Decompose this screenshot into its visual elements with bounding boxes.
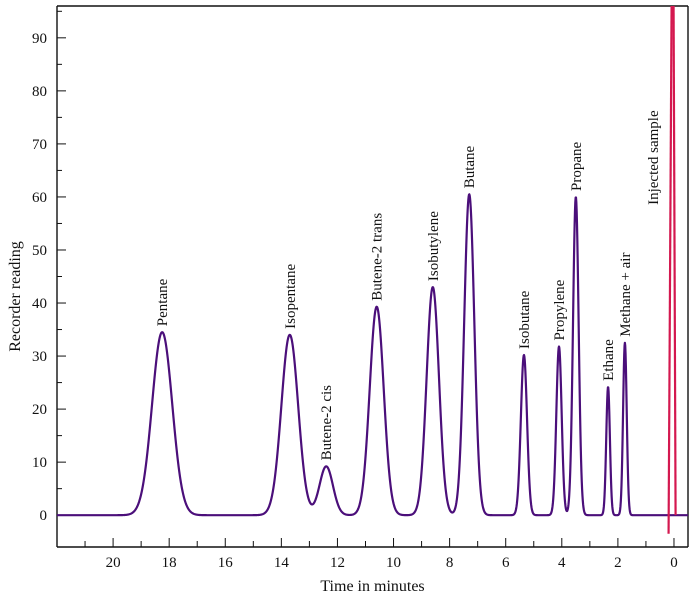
y-axis-title: Recorder reading: [7, 241, 24, 352]
y-tick-label: 0: [40, 508, 48, 524]
trace-layer: [56, 5, 688, 534]
x-tick-label: 8: [446, 555, 454, 571]
peak-label: Butane: [462, 145, 478, 188]
x-tick-label: 16: [218, 555, 234, 571]
y-tick-label: 30: [32, 349, 47, 365]
x-tick-label: 6: [502, 555, 510, 571]
peak-label: Isobutylene: [426, 211, 442, 281]
x-axis-title: Time in minutes: [320, 578, 424, 595]
x-tick-label: 12: [330, 555, 345, 571]
injection-spike-down: [672, 5, 677, 516]
peak-label: Isobutane: [517, 290, 533, 349]
peak-label: Propylene: [552, 279, 568, 340]
peak-label: Propane: [569, 141, 585, 190]
injection-spike-up: [667, 5, 673, 534]
x-tick-label: 2: [614, 555, 622, 571]
x-tick-label: 20: [106, 555, 121, 571]
x-tick-label: 18: [162, 555, 177, 571]
y-tick-label: 10: [32, 455, 47, 471]
peak-label: Ethane: [601, 339, 617, 381]
y-tick-label: 90: [32, 31, 47, 47]
y-tick-label: 70: [32, 137, 47, 153]
peak-label: Isopentane: [283, 264, 299, 329]
peak-label: Butene-2 cis: [319, 385, 335, 461]
x-tick-label: 10: [386, 555, 401, 571]
peak-label: Butene-2 trans: [370, 213, 386, 301]
y-tick-label: 20: [32, 402, 47, 418]
y-tick-label: 50: [32, 243, 47, 259]
x-tick-label: 4: [558, 555, 566, 571]
y-tick-label: 60: [32, 190, 47, 206]
x-tick-label: 14: [274, 555, 290, 571]
x-tick-label: 0: [670, 555, 678, 571]
peak-label: Pentane: [155, 278, 171, 326]
labels-layer: Pentane Isopentane Butene-2 cis Butene-2 tr…: [155, 110, 662, 460]
y-tick-label: 40: [32, 296, 47, 312]
peak-label: Methane + air: [618, 253, 634, 337]
y-tick-label: 80: [32, 84, 47, 100]
chromatogram-trace: [56, 193, 670, 517]
peak-label: Injected sample: [646, 110, 662, 205]
